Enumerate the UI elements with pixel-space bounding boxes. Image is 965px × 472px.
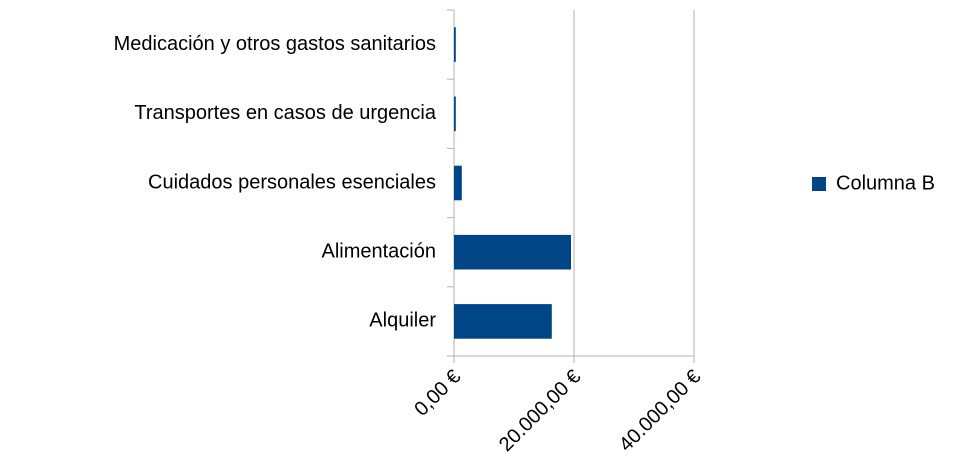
y-tick-label: Transportes en casos de urgencia — [134, 102, 437, 124]
y-tick-label: Alquiler — [369, 310, 436, 332]
bar — [454, 304, 552, 339]
bar — [454, 234, 571, 270]
x-tick-label: 20.000,00 € — [495, 366, 585, 456]
legend-swatch — [812, 177, 826, 191]
bar — [454, 96, 456, 132]
bar — [454, 165, 462, 201]
y-tick-label: Alimentación — [321, 240, 436, 262]
y-tick-label: Medicación y otros gastos sanitarios — [114, 33, 436, 55]
bar — [454, 27, 456, 62]
legend-label: Columna B — [836, 172, 935, 194]
x-tick-label: 40.000,00 € — [615, 366, 705, 456]
x-tick-label: 0,00 € — [410, 366, 465, 421]
y-tick-label: Cuidados personales esenciales — [148, 171, 436, 193]
